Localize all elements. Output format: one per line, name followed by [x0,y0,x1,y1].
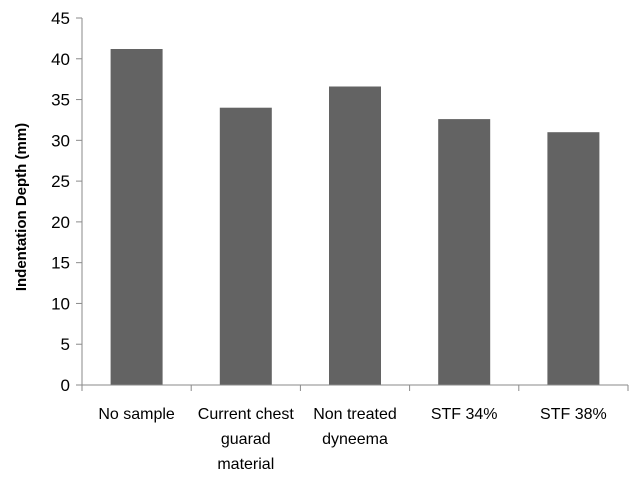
y-tick-label: 40 [51,50,70,69]
x-category-label: STF 34% [431,406,498,423]
y-tick-label: 20 [51,213,70,232]
y-tick-label: 25 [51,172,70,191]
y-axis-label: Indentation Depth (mm) [13,123,30,291]
y-tick-label: 0 [61,376,70,395]
y-tick-label: 45 [51,9,70,28]
bar-2 [329,86,381,385]
y-tick-label: 10 [51,294,70,313]
bar-4 [547,132,600,385]
x-category-label: STF 38% [540,406,607,423]
bar-1 [219,107,272,385]
y-tick-label: 5 [61,335,70,354]
x-category-label: Current chest guarad material [198,406,295,473]
x-category-label: Non treated dyneema [313,406,397,448]
bar-0 [110,49,163,385]
y-tick-label: 35 [51,91,70,110]
y-tick-label: 30 [51,131,70,150]
bar-3 [438,119,491,385]
x-category-label: No sample [98,406,175,423]
y-tick-label: 15 [51,254,70,273]
